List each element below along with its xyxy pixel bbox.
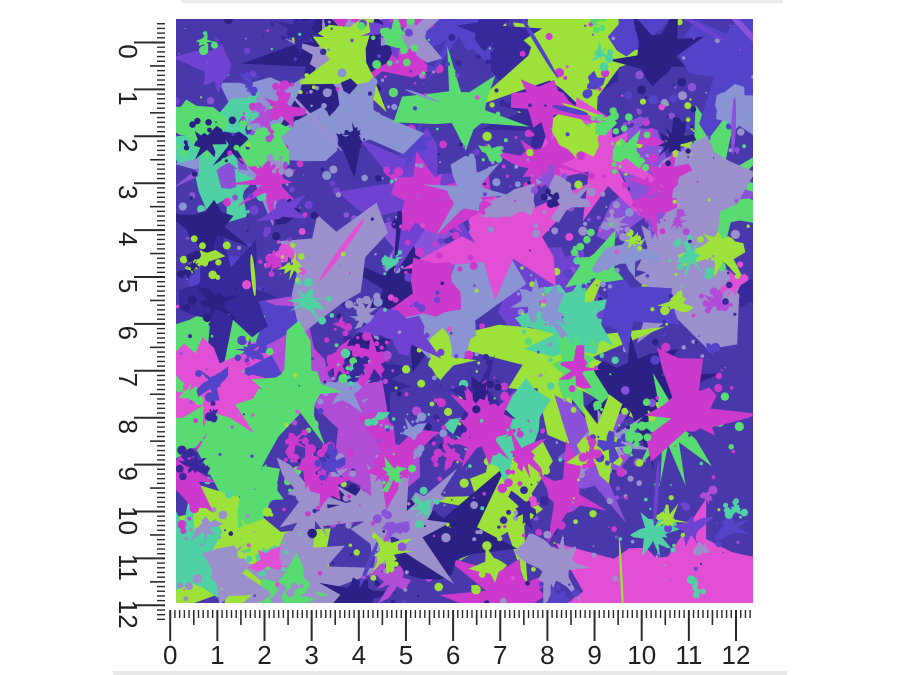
ruler-label: 4 [113,232,143,246]
ruler-label: 8 [540,640,554,670]
ruler-label: 10 [627,640,656,670]
ruler-label: 10 [113,506,143,535]
ruler-label: 3 [113,185,143,199]
ruler-label: 7 [113,373,143,387]
ruler-label: 12 [113,600,143,629]
ruler-label: 0 [163,640,177,670]
ruler-label: 9 [113,466,143,480]
ruler-label: 11 [113,554,143,581]
ruler-label: 2 [257,640,271,670]
ruler-label: 8 [113,419,143,433]
ruler-label: 2 [113,138,143,152]
ruler-label: 5 [113,279,143,293]
ruler-label: 3 [304,640,318,670]
ruler-label: 7 [493,640,507,670]
ruler-label: 1 [113,91,143,105]
ruler-label: 9 [587,640,601,670]
ruler-label: 6 [446,640,460,670]
adjacent-element-edge-top [181,0,783,3]
ruler-label: 4 [352,640,366,670]
ruler-label: 1 [210,640,224,670]
ruler-label: 6 [113,326,143,340]
ruler-label: 0 [113,44,143,58]
paint-splatter-swatch [176,19,753,603]
ruler-label: 5 [399,640,413,670]
ruler-label: 11 [675,640,702,670]
ruler-label: 12 [722,640,751,670]
adjacent-element-edge-bottom [113,671,787,675]
